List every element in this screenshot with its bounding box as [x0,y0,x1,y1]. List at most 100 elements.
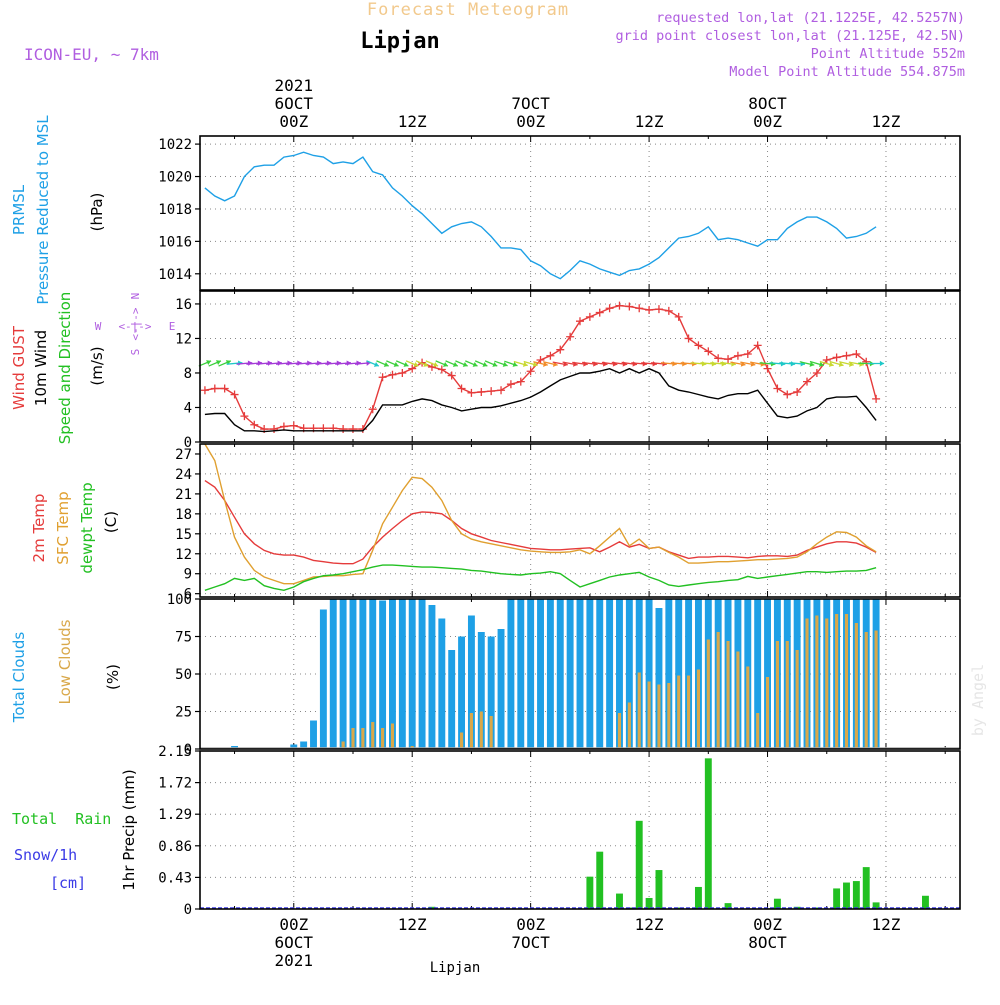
clouds-bar [805,618,809,749]
clouds-bar [667,683,671,749]
gust-marker [250,420,259,429]
time-label-bottom: 12Z [398,915,427,934]
time-label-top: 00Z [753,112,782,131]
time-label-bottom: 8OCT [748,933,787,952]
wind-arrow-head [492,361,498,367]
wind-ytick-label: 4 [184,400,192,416]
time-label-bottom: 00Z [753,915,782,934]
wind-arrow-head [721,361,727,367]
gust-marker [605,304,614,313]
pressure-label-msl: Pressure Reduced to MSL [34,115,52,305]
precip-bar [922,895,929,909]
precip-bar [635,820,643,909]
clouds-bar [460,732,464,749]
clouds-bar [351,728,355,749]
temperature-series-dewpt-temp [204,564,877,592]
compass-arrows-v: <-|-> [129,307,142,340]
gust-marker [724,355,733,364]
clouds-bar [825,618,829,749]
clouds-bar [487,636,495,749]
pressure-ytick-label: 1016 [158,234,192,250]
precip-panel: 0 0.43 0.86 1.29 1.72 2.15 [158,744,961,918]
wind-ytick-label: 0 [184,435,192,451]
gust-marker [437,365,446,374]
clouds-bar [329,599,337,749]
gust-marker [270,425,279,434]
clouds-bar [687,675,691,749]
info-altitude: Point Altitude 552m [811,46,965,62]
wind-arrow-head [225,360,231,366]
gust-marker [803,377,812,386]
precip-bar [616,893,623,909]
wind-arrow-head [879,360,885,367]
compass-rose: N S W E <-|-> <-|-> [95,293,176,356]
wind-arrow-head [472,361,478,367]
clouds-bar [645,599,653,749]
wind-label-gust: Wind GUST [10,325,28,410]
clouds-bar [556,599,564,749]
precip-bar [852,881,860,909]
gust-marker [388,370,397,379]
gust-marker [516,377,525,386]
gust-marker [654,305,663,314]
precip-bar [833,888,841,909]
gust-marker [684,334,693,343]
wind-arrow-head [819,361,824,367]
temperature-ytick-label: 18 [175,507,192,523]
clouds-bar [795,650,799,749]
gust-marker [842,351,851,360]
gust-marker [694,341,703,350]
wind-arrow-head [632,361,638,367]
info-gridpoint: grid point closest lon,lat (21.125E, 42.… [616,28,966,44]
clouds-bar [389,599,396,749]
clouds-unit: (%) [104,664,122,690]
precip-ylabel: 1hr Precip (mm) [120,769,138,890]
clouds-bar [655,608,663,749]
time-label-bottom: 12Z [635,915,664,934]
wind-arrow-head [809,361,815,367]
wind-arrow-head [206,360,212,366]
time-label-bottom: 7OCT [511,933,550,952]
time-label-top: 12Z [398,112,427,131]
clouds-bar [341,741,345,749]
gust-marker [872,394,881,403]
clouds-bar [381,728,385,749]
gust-marker [674,312,683,321]
clouds-bar [685,599,693,749]
gust-marker [339,425,348,434]
temp-label-dewpt: dewpt Temp [78,482,96,573]
gust-marker [812,368,821,377]
gust-marker [832,353,841,362]
gust-marker [556,345,565,354]
time-label-top: 2021 [275,76,314,95]
info-model-altitude: Model Point Altitude 554.875m [729,64,965,80]
precip-label-unit: [cm] [50,874,86,892]
clouds-bar [390,723,395,749]
precip-bar [596,851,604,909]
precip-bar [773,898,781,909]
clouds-bar [537,599,544,749]
gust-marker [645,305,654,314]
wind-series-wind-gust [204,304,877,430]
chart-title: Forecast Meteogram [367,0,569,20]
temp-label-sfc: SFC Temp [54,491,72,564]
clouds-bar [428,605,436,749]
clouds-bar [706,639,710,749]
temp-unit: (C) [102,511,120,533]
clouds-bar [339,599,347,749]
clouds-bar [477,632,485,749]
wind-series-10m-wind [204,367,877,433]
time-label-top: 6OCT [275,94,314,113]
clouds-bar [349,599,357,749]
temperature-ytick-label: 27 [175,447,192,463]
time-label-bottom: 00Z [279,915,308,934]
gust-marker [743,349,752,358]
clouds-bar [616,599,623,749]
gust-marker [585,312,594,321]
clouds-bar [517,599,525,749]
clouds-bar [586,599,594,749]
wind-arrow-head [838,361,844,367]
wind-arrow-head [543,361,548,367]
clouds-bar [617,713,622,749]
clouds-label-low: Low Clouds [56,619,74,704]
